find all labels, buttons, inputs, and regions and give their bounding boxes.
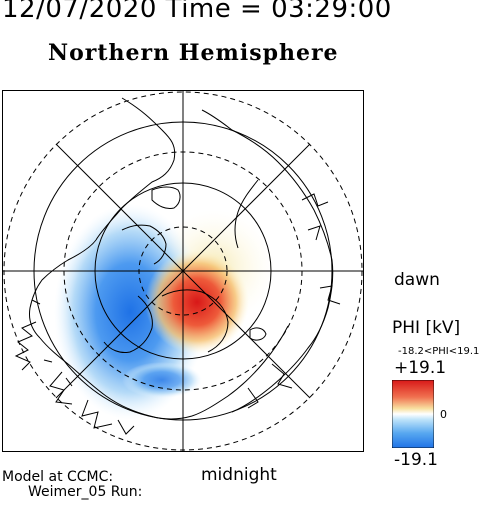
datetime-header: 12/07/2020 Time = 03:29:00 bbox=[2, 0, 392, 24]
potential-negative-tail bbox=[122, 362, 202, 398]
midnight-label: midnight bbox=[201, 465, 277, 485]
dawn-label: dawn bbox=[394, 270, 440, 290]
coastlines bbox=[14, 97, 341, 435]
colorbar bbox=[392, 380, 434, 448]
potential-positive-cell bbox=[145, 250, 249, 354]
run-label: Weimer_05 Run: bbox=[28, 484, 143, 500]
colorbar-zero-label: 0 bbox=[440, 408, 447, 421]
colorbar-range: -18.2<PHI<19.1 bbox=[398, 346, 480, 357]
model-label: Model at CCMC: bbox=[2, 469, 114, 485]
map-frame bbox=[2, 90, 364, 452]
meridian-diag2 bbox=[55, 143, 311, 399]
colorbar-max-label: +19.1 bbox=[394, 358, 447, 378]
polar-map bbox=[2, 90, 364, 452]
hemisphere-title: Northern Hemisphere bbox=[48, 40, 339, 66]
graticule-ticks bbox=[31, 299, 73, 387]
colorbar-title: PHI [kV] bbox=[392, 318, 461, 338]
colorbar-min-label: -19.1 bbox=[394, 450, 438, 470]
